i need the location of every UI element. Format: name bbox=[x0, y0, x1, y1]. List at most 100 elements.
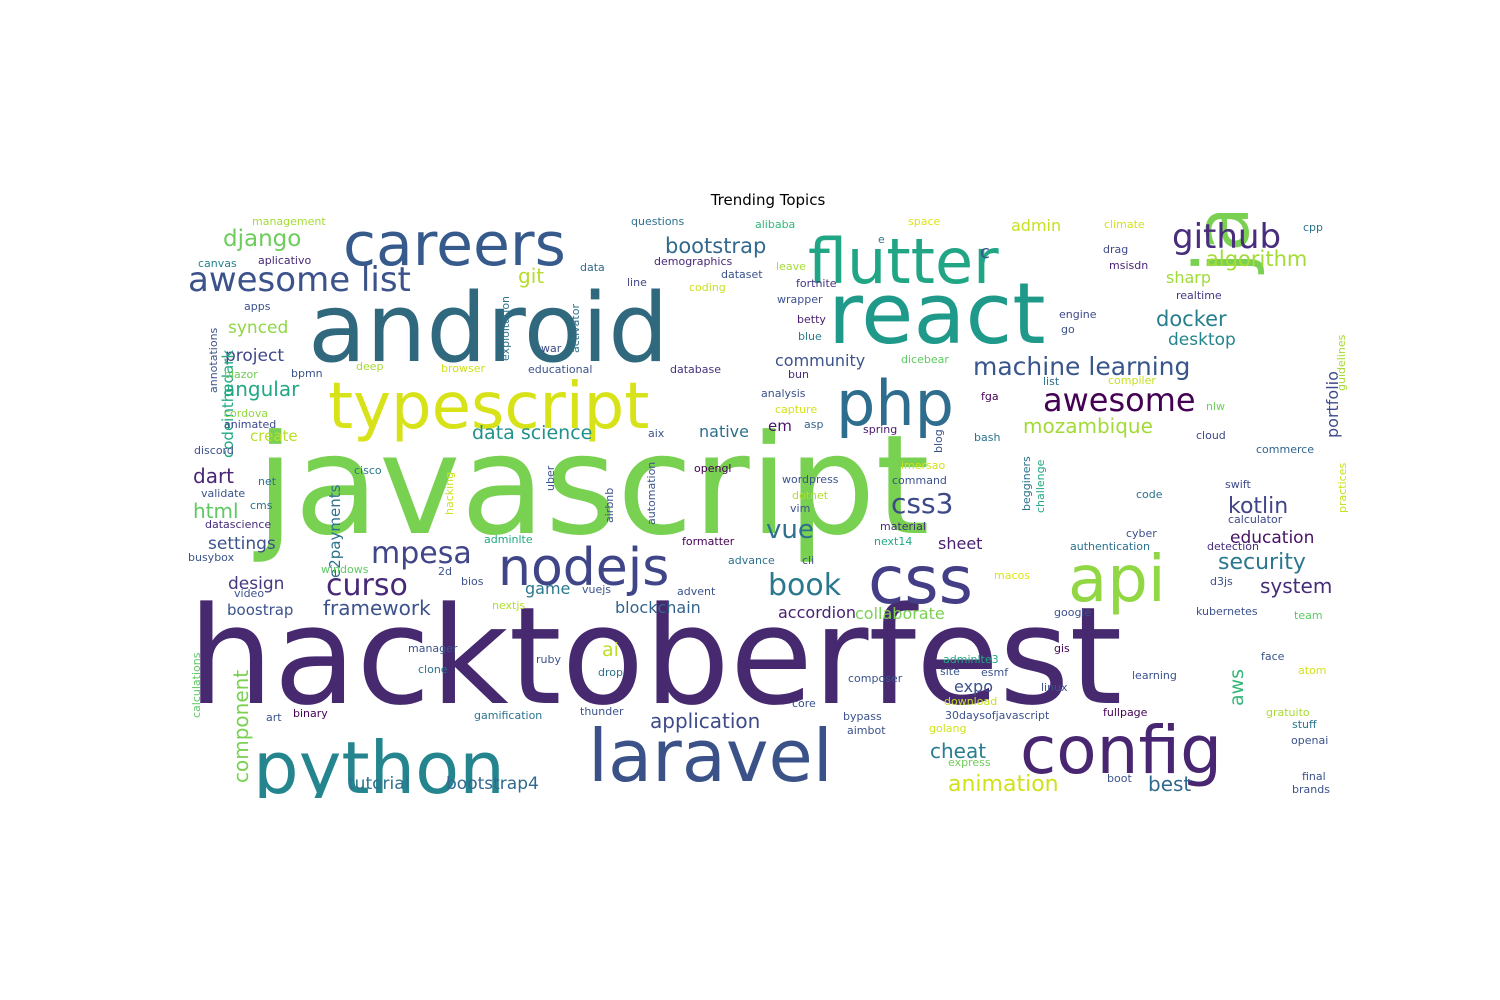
word-docker: docker bbox=[1156, 307, 1227, 331]
word-careers: careers bbox=[343, 213, 566, 280]
word-realtime: realtime bbox=[1176, 289, 1222, 302]
word-team: team bbox=[1294, 609, 1323, 622]
word-uber: uber bbox=[544, 465, 557, 491]
word-create: create bbox=[250, 427, 298, 445]
word-binary: binary bbox=[293, 707, 328, 720]
word-esmf: esmf bbox=[981, 666, 1009, 679]
word-config: config bbox=[1020, 712, 1222, 789]
word-nextjs: nextjs bbox=[492, 599, 525, 612]
word-educational: educational bbox=[528, 363, 592, 376]
word-datascience: datascience bbox=[205, 518, 271, 531]
word-animated: animated bbox=[224, 418, 276, 431]
word-android: android bbox=[308, 274, 669, 384]
word-component: component bbox=[229, 670, 253, 783]
word-deep: deep bbox=[356, 360, 384, 373]
word-flutter: flutter bbox=[808, 225, 999, 298]
word-macos: macos bbox=[994, 569, 1030, 582]
word-best: best bbox=[1148, 772, 1191, 796]
word-clone: clone bbox=[418, 663, 448, 676]
word-vuejs: vuejs bbox=[582, 583, 611, 596]
word-ai: ai bbox=[602, 639, 619, 661]
word-validate: validate bbox=[201, 487, 245, 500]
word-drag: drag bbox=[1103, 243, 1128, 256]
word-thunder: thunder bbox=[580, 705, 624, 718]
word-manager: manager bbox=[408, 642, 458, 655]
word-activator: activator bbox=[569, 304, 582, 353]
word-c: c bbox=[980, 242, 990, 263]
word-portfolio: portfolio bbox=[1323, 371, 1342, 438]
word-adminlte3: adminlte3 bbox=[943, 653, 999, 666]
word-swift: swift bbox=[1225, 478, 1251, 491]
word-git: git bbox=[518, 264, 544, 288]
word-bash: bash bbox=[974, 431, 1000, 444]
word-dart: dart bbox=[193, 464, 234, 488]
word-final: final bbox=[1302, 770, 1326, 783]
word-msisdn: msisdn bbox=[1109, 259, 1148, 272]
word-css3: css3 bbox=[891, 487, 953, 520]
word-questions: questions bbox=[631, 215, 685, 228]
word-design: design bbox=[228, 574, 284, 594]
word-hacktoberfest: hacktoberfest bbox=[188, 578, 1122, 735]
word-synced: synced bbox=[228, 318, 288, 338]
word-bypass: bypass bbox=[843, 710, 882, 723]
word-advance: advance bbox=[728, 554, 775, 567]
word-gis: gis bbox=[1054, 642, 1070, 655]
word-vue: vue bbox=[766, 515, 814, 545]
word-cli: cli bbox=[802, 554, 814, 567]
word-blue: blue bbox=[798, 330, 822, 343]
word-dicebear: dicebear bbox=[901, 353, 949, 366]
word-em: em bbox=[768, 417, 792, 435]
word-calculator: calculator bbox=[1228, 513, 1283, 526]
word-site: site bbox=[940, 665, 960, 678]
word-command: command bbox=[892, 474, 947, 487]
word-automation: automation bbox=[645, 462, 658, 525]
word-climate: climate bbox=[1104, 218, 1145, 231]
word-sheet: sheet bbox=[938, 534, 982, 553]
word-space: space bbox=[908, 215, 941, 228]
word-commerce: commerce bbox=[1256, 443, 1314, 456]
word-bootstrap: bootstrap bbox=[665, 234, 766, 258]
word-bpmn: bpmn bbox=[291, 367, 323, 380]
word-machine-learning: machine learning bbox=[973, 352, 1190, 381]
word-settings: settings bbox=[208, 534, 276, 554]
word-boot: boot bbox=[1107, 772, 1132, 785]
word-drop: drop bbox=[598, 666, 623, 679]
word-codeinthedark: codeinthedark bbox=[219, 350, 237, 458]
word-cpp: cpp bbox=[1303, 221, 1323, 234]
word-google: google bbox=[1054, 606, 1091, 619]
word-fga: fga bbox=[981, 390, 999, 403]
word-apps: apps bbox=[244, 300, 271, 313]
word-cyber: cyber bbox=[1126, 527, 1157, 540]
word-art: art bbox=[266, 711, 282, 724]
word-betty: betty bbox=[797, 313, 826, 326]
word-admin: admin bbox=[1011, 216, 1061, 235]
word-system: system bbox=[1260, 574, 1332, 598]
word-algorithm: algorithm bbox=[1206, 247, 1307, 271]
word-d3js: d3js bbox=[1210, 575, 1233, 588]
word-mpesa: mpesa bbox=[371, 536, 472, 571]
word-desktop: desktop bbox=[1168, 330, 1236, 350]
word-cordova: cordova bbox=[224, 407, 268, 420]
word-advent: advent bbox=[677, 585, 716, 598]
word-react: react bbox=[828, 265, 1046, 364]
chart-title: Trending Topics bbox=[710, 191, 826, 209]
word-vim: vim bbox=[790, 502, 810, 515]
word-blockchain: blockchain bbox=[615, 598, 701, 617]
word-detection: detection bbox=[1207, 540, 1259, 553]
word-nodejs: nodejs bbox=[498, 538, 669, 598]
word-bios: bios bbox=[461, 575, 484, 588]
word-css: css bbox=[868, 542, 973, 619]
word-cms: cms bbox=[250, 499, 273, 512]
word-kotlin: kotlin bbox=[1228, 494, 1288, 519]
word-busybox: busybox bbox=[188, 551, 235, 564]
word-stuff: stuff bbox=[1292, 718, 1317, 731]
word-database: database bbox=[670, 363, 721, 376]
word-list: list bbox=[1043, 375, 1060, 388]
word-security: security bbox=[1218, 550, 1306, 575]
word-mozambique: mozambique bbox=[1023, 414, 1153, 438]
word-exploitation: exploitation bbox=[499, 296, 512, 361]
word-aimbot: aimbot bbox=[847, 724, 886, 737]
word-html: html bbox=[193, 499, 239, 523]
word-nlw: nlw bbox=[1206, 400, 1225, 413]
word-cloud: hacktoberfest javascript android react pytho… bbox=[188, 213, 1350, 798]
